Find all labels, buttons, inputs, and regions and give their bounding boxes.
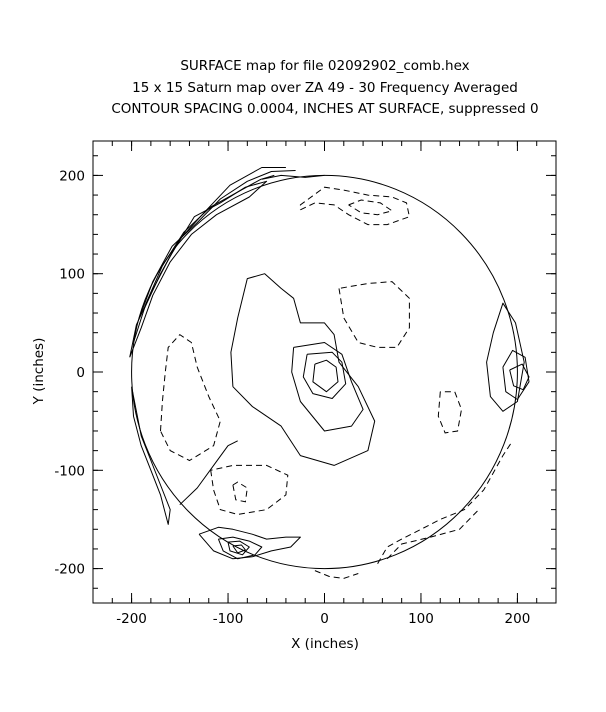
contour-line-dashed xyxy=(299,186,410,226)
contour-line-dashed xyxy=(338,281,410,348)
contour-line-dashed xyxy=(210,464,289,516)
contour-line-solid xyxy=(261,174,325,180)
contour-line-solid xyxy=(291,342,364,432)
contour-line-dashed xyxy=(377,440,514,564)
x-tick-label: 200 xyxy=(505,611,531,627)
y-axis-label: Y (inches) xyxy=(31,338,47,406)
contour-line-solid xyxy=(179,440,238,506)
chart-title-line-2: 15 x 15 Saturn map over ZA 49 - 30 Frequ… xyxy=(132,80,518,96)
contour-line-solid xyxy=(198,526,301,560)
contour-line-dashed xyxy=(386,509,480,560)
plot-area: -200 -100 0 100 200 -200 -100 0 100 200 xyxy=(54,140,557,627)
y-tick-label: 0 xyxy=(76,365,85,381)
x-tick-label: -200 xyxy=(116,611,147,627)
chart-title-line-1: SURFACE map for file 02092902_comb.hex xyxy=(180,58,469,74)
contour-line-dashed xyxy=(232,481,248,503)
contour-line-solid xyxy=(227,540,250,556)
contour-line-solid xyxy=(230,273,376,466)
y-tick-label: 200 xyxy=(59,168,85,184)
contour-line-solid xyxy=(509,363,530,391)
x-tick-label: -100 xyxy=(213,611,244,627)
x-tick-label: 100 xyxy=(408,611,434,627)
contour-line-dashed xyxy=(348,199,394,216)
y-tick-label: -100 xyxy=(54,463,85,479)
boundary-circle xyxy=(131,174,518,570)
chart-title-line-3: CONTOUR SPACING 0.0004, INCHES AT SURFAC… xyxy=(111,101,538,117)
x-axis-label: X (inches) xyxy=(291,636,359,652)
contour-line-solid xyxy=(131,386,171,525)
contour-line-dashed xyxy=(160,333,221,462)
contour-line-solid xyxy=(142,167,286,312)
plot-frame xyxy=(92,140,557,604)
x-tick-label: 0 xyxy=(320,611,329,627)
contour-line-solid xyxy=(302,351,347,399)
contour-line-dashed xyxy=(437,391,463,434)
y-tick-label: 100 xyxy=(59,267,85,283)
contour-line-solid xyxy=(232,544,246,554)
y-tick-label: -200 xyxy=(54,562,85,578)
contour-line-solid xyxy=(129,180,268,358)
contour-line-solid xyxy=(217,536,263,560)
contour-line-solid xyxy=(138,170,296,319)
contour-line-dashed xyxy=(314,570,359,579)
contour-line-solid xyxy=(502,349,530,400)
contour-line-solid xyxy=(312,359,339,393)
contour-line-solid xyxy=(133,174,275,343)
contour-line-solid xyxy=(486,302,525,412)
